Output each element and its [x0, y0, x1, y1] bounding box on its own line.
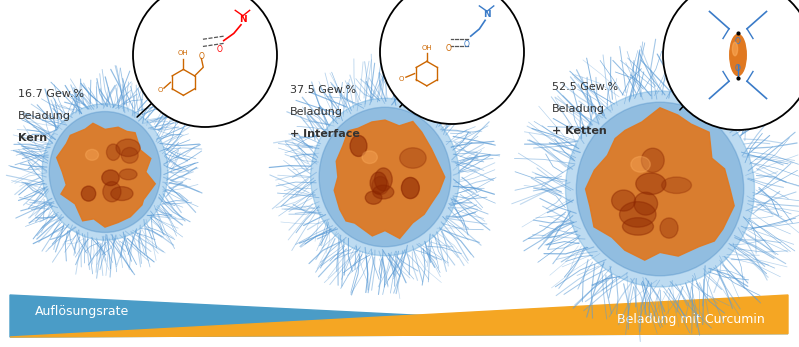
- Text: Beladung mit Curcumin: Beladung mit Curcumin: [618, 313, 765, 327]
- Text: + Ketten: + Ketten: [552, 126, 606, 136]
- Ellipse shape: [662, 177, 691, 193]
- Text: O: O: [735, 37, 741, 46]
- Circle shape: [380, 0, 524, 124]
- Ellipse shape: [375, 168, 392, 191]
- Ellipse shape: [319, 107, 451, 247]
- Text: O: O: [399, 76, 403, 82]
- Ellipse shape: [634, 192, 658, 215]
- Text: Auflösungsrate: Auflösungsrate: [35, 305, 129, 319]
- Circle shape: [663, 0, 799, 130]
- Ellipse shape: [365, 191, 382, 204]
- Ellipse shape: [660, 218, 678, 238]
- Text: O: O: [463, 40, 469, 49]
- Text: + Interface: + Interface: [290, 129, 360, 139]
- Ellipse shape: [372, 177, 388, 195]
- Text: O: O: [446, 44, 451, 53]
- Ellipse shape: [576, 102, 744, 276]
- Polygon shape: [57, 123, 155, 227]
- Text: OH: OH: [178, 50, 189, 57]
- Ellipse shape: [400, 148, 426, 168]
- Ellipse shape: [350, 135, 367, 156]
- Ellipse shape: [619, 202, 656, 227]
- Text: OH: OH: [422, 45, 432, 51]
- Ellipse shape: [401, 177, 419, 198]
- Ellipse shape: [106, 144, 120, 160]
- Ellipse shape: [121, 147, 138, 163]
- Ellipse shape: [111, 187, 133, 201]
- Ellipse shape: [372, 185, 394, 199]
- Text: O: O: [217, 45, 222, 54]
- Ellipse shape: [311, 98, 459, 256]
- Text: 37.5 Gew.%: 37.5 Gew.%: [290, 85, 356, 95]
- Text: N: N: [483, 10, 491, 19]
- Ellipse shape: [81, 186, 96, 201]
- Ellipse shape: [566, 91, 754, 287]
- Ellipse shape: [622, 218, 654, 235]
- Ellipse shape: [101, 170, 119, 186]
- Polygon shape: [10, 295, 788, 337]
- Ellipse shape: [362, 151, 377, 163]
- Ellipse shape: [50, 111, 161, 232]
- Ellipse shape: [611, 190, 635, 211]
- Polygon shape: [586, 108, 734, 260]
- Text: O: O: [198, 52, 205, 61]
- Ellipse shape: [116, 139, 140, 156]
- Text: N: N: [239, 15, 246, 24]
- Text: Beladung: Beladung: [290, 107, 343, 117]
- Ellipse shape: [370, 172, 387, 194]
- Text: O: O: [158, 86, 163, 93]
- Ellipse shape: [42, 104, 168, 240]
- Circle shape: [133, 0, 277, 127]
- Text: Beladung: Beladung: [18, 111, 71, 121]
- Ellipse shape: [642, 148, 664, 172]
- Ellipse shape: [729, 34, 746, 76]
- Text: 16.7 Gew.%: 16.7 Gew.%: [18, 89, 84, 99]
- Ellipse shape: [733, 42, 737, 56]
- Ellipse shape: [631, 156, 650, 172]
- Ellipse shape: [85, 149, 98, 160]
- Ellipse shape: [636, 173, 666, 194]
- Text: Kern: Kern: [18, 133, 47, 143]
- Polygon shape: [10, 295, 788, 337]
- Ellipse shape: [119, 169, 137, 180]
- Text: O: O: [735, 64, 741, 73]
- Text: 52.5 Gew.%: 52.5 Gew.%: [552, 82, 618, 92]
- Text: Beladung: Beladung: [552, 104, 605, 114]
- Ellipse shape: [103, 181, 121, 202]
- Polygon shape: [334, 120, 445, 238]
